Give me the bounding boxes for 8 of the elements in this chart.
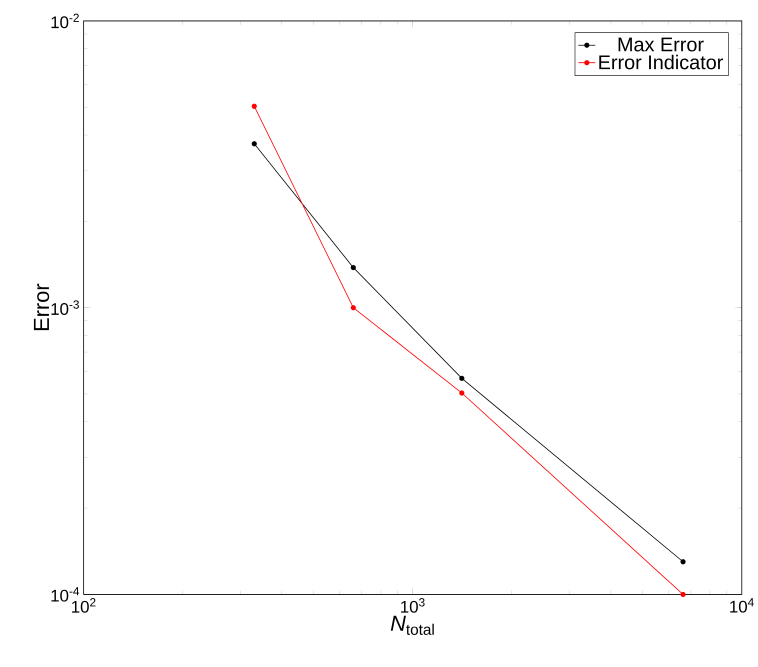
y-tick-label: 10$^{-3}$ bbox=[51, 300, 79, 315]
legend-label: Error Indicator bbox=[599, 54, 723, 70]
legend-label: Max Error bbox=[618, 38, 704, 52]
x-tick-label: 10$^{3}$ bbox=[401, 598, 425, 613]
y-axis-title: Error bbox=[34, 284, 50, 330]
y-tick-label: 10$^{-2}$ bbox=[51, 14, 79, 28]
x-tick-label: 10$^{4}$ bbox=[730, 598, 754, 613]
x-axis-title: N$_{total}$ bbox=[390, 616, 434, 635]
